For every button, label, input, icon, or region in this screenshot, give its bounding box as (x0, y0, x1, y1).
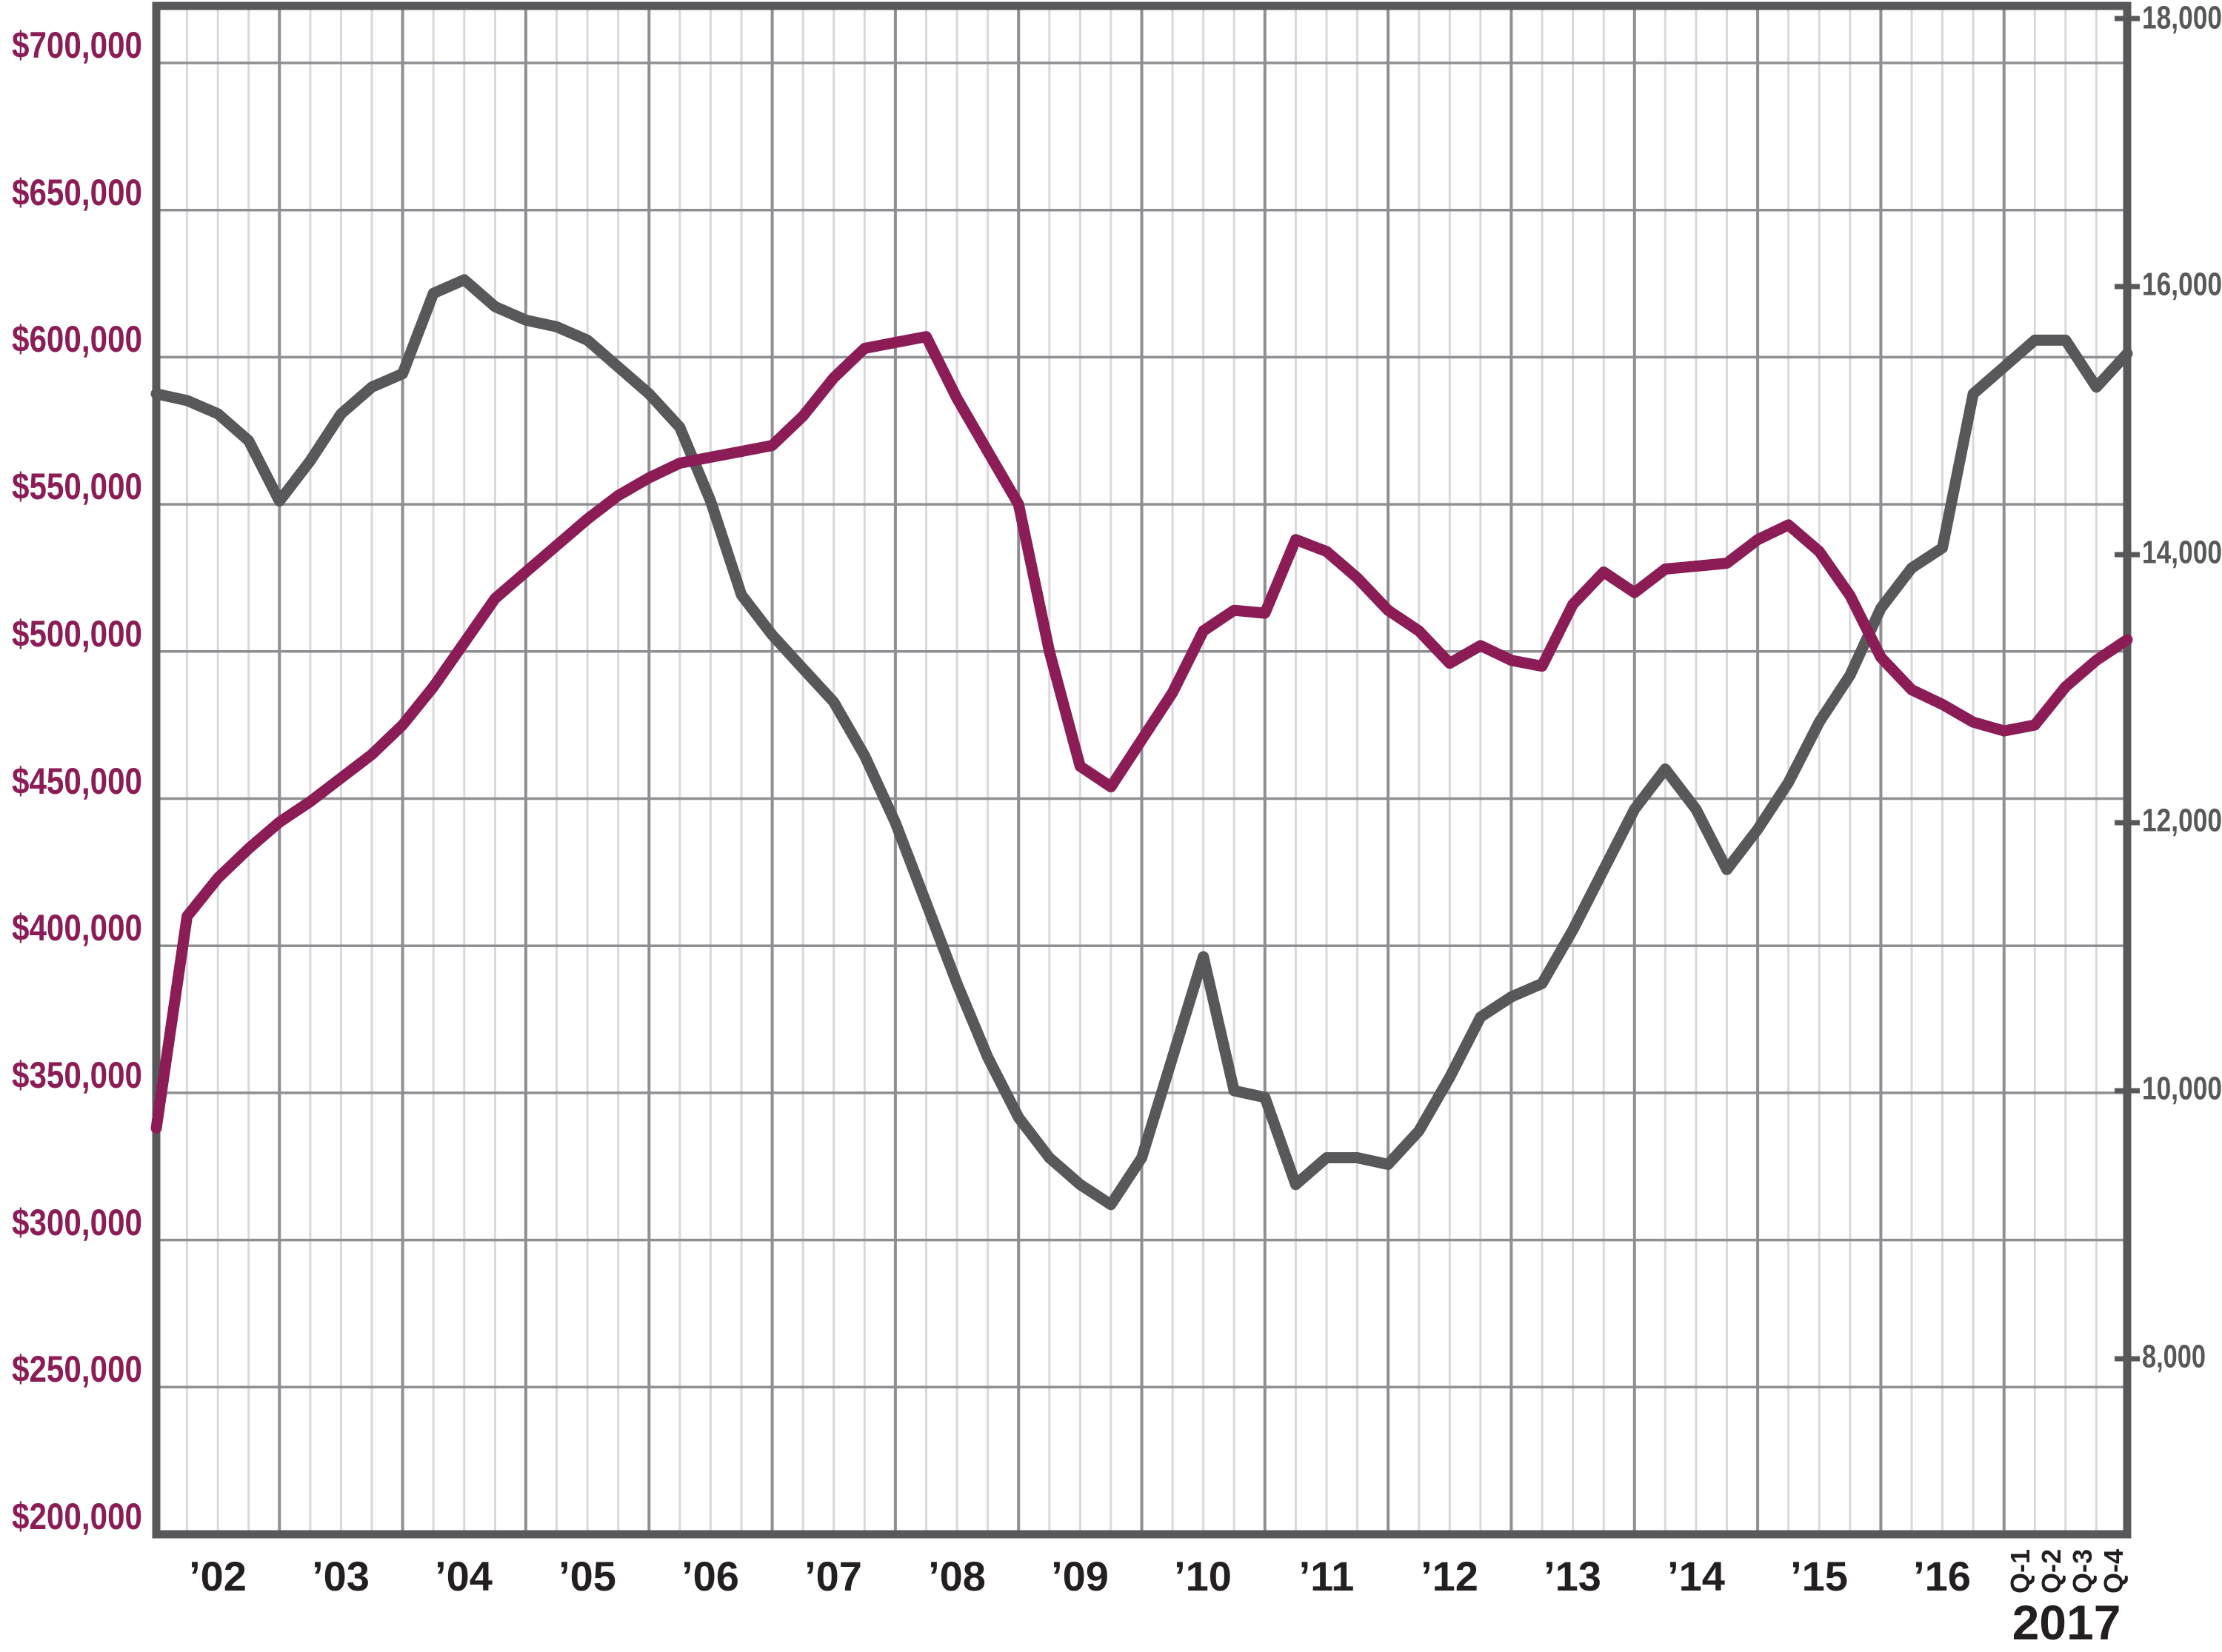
x-axis-year-labels: ’02 ’03 ’04 ’05 ’06 ’07 ’08 ’09 ’10 ’11 … (189, 1553, 1971, 1599)
x-axis-year-label: ’10 (1174, 1553, 1232, 1599)
data-lines (150, 274, 2133, 1211)
x-axis-year-label: ’14 (1667, 1553, 1725, 1599)
right-axis-tick (2115, 1356, 2140, 1362)
right-axis-labels: 18,000 16,000 14,000 12,000 10,000 8,000 (2142, 0, 2222, 1375)
right-axis-tick-label: 10,000 (2142, 1071, 2222, 1107)
x-axis-year-label: ’04 (435, 1553, 493, 1599)
x-axis-year-label: ’13 (1544, 1553, 1601, 1599)
maroon-line (150, 331, 2133, 1134)
left-axis-tick-label: $650,000 (12, 172, 142, 213)
right-axis-tick-label: 8,000 (2142, 1339, 2206, 1375)
right-axis-tick-label: 14,000 (2142, 535, 2222, 571)
left-axis-tick-label: $600,000 (12, 318, 142, 360)
quarter-label: Q-4 (2098, 1549, 2129, 1594)
x-axis-2017-labels: Q-1 Q-2 Q-3 Q-4 2017 (2005, 1549, 2129, 1650)
right-axis-tick (2115, 1088, 2140, 1094)
x-axis-year-label: ’16 (1913, 1553, 1971, 1599)
left-axis-tick-label: $350,000 (12, 1054, 142, 1096)
right-axis-tick-label: 16,000 (2142, 267, 2222, 303)
right-axis-tick (2115, 552, 2140, 558)
x-axis-year-label: ’03 (312, 1553, 370, 1599)
x-axis-year-label: ’05 (558, 1553, 616, 1599)
x-axis-year-label: ’12 (1421, 1553, 1478, 1599)
quarter-label: Q-3 (2067, 1549, 2098, 1594)
right-axis-ticks (2115, 16, 2140, 1362)
x-axis-year-label: ’11 (1299, 1553, 1355, 1599)
gray-line (150, 274, 2133, 1211)
x-axis-year-label: ’06 (681, 1553, 739, 1599)
right-axis-tick (2115, 16, 2140, 21)
x-axis-year-label: ’09 (1051, 1553, 1109, 1599)
minor-gridlines (186, 6, 2098, 1534)
left-axis-labels: $700,000 $650,000 $600,000 $550,000 $500… (12, 24, 142, 1537)
x-axis-year-label: ’02 (189, 1553, 247, 1599)
year-2017-label: 2017 (2012, 1595, 2121, 1650)
left-axis-tick-label: $500,000 (12, 613, 142, 655)
left-axis-tick-label: $200,000 (12, 1496, 142, 1537)
left-axis-tick-label: $300,000 (12, 1202, 142, 1243)
x-axis-year-label: ’07 (804, 1553, 862, 1599)
x-axis-year-label: ’15 (1790, 1553, 1848, 1599)
left-axis-tick-label: $550,000 (12, 466, 142, 507)
horizontal-gridlines (156, 61, 2127, 1389)
left-axis-tick-label: $400,000 (12, 907, 142, 949)
right-axis-tick (2115, 820, 2140, 826)
left-axis-tick-label: $250,000 (12, 1348, 142, 1390)
major-gridlines (278, 6, 2006, 1534)
right-axis-tick (2115, 284, 2140, 290)
quarter-label: Q-1 (2005, 1549, 2035, 1594)
left-axis-tick-label: $700,000 (12, 24, 142, 66)
quarter-label: Q-2 (2036, 1549, 2066, 1594)
x-axis-year-label: ’08 (928, 1553, 986, 1599)
right-axis-tick-label: 12,000 (2142, 803, 2222, 839)
right-axis-tick-label: 18,000 (2142, 0, 2222, 36)
plot-border (152, 1, 2132, 1539)
left-axis-tick-label: $450,000 (12, 760, 142, 802)
